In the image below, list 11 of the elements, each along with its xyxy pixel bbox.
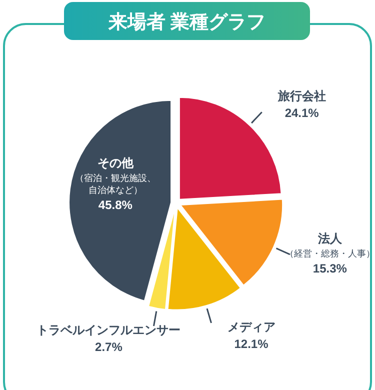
data-label: 15.3% (312, 261, 348, 276)
slice-label: 旅行会社 (276, 89, 326, 104)
slice-label: トラベルインフルエンサー (36, 323, 181, 337)
data-label: 2.7% (95, 340, 123, 354)
data-label: 12.1% (234, 336, 269, 351)
slice-label: 法人（経営・総務・人事） (284, 231, 375, 258)
data-label: 24.1% (284, 106, 320, 120)
data-label: 45.8% (98, 198, 133, 212)
chart-title: 来場者 業種グラフ (107, 11, 266, 33)
slice-label: その他（宿泊・観光施設、自治体など） (74, 156, 156, 195)
slice-label: メディア (227, 320, 276, 334)
